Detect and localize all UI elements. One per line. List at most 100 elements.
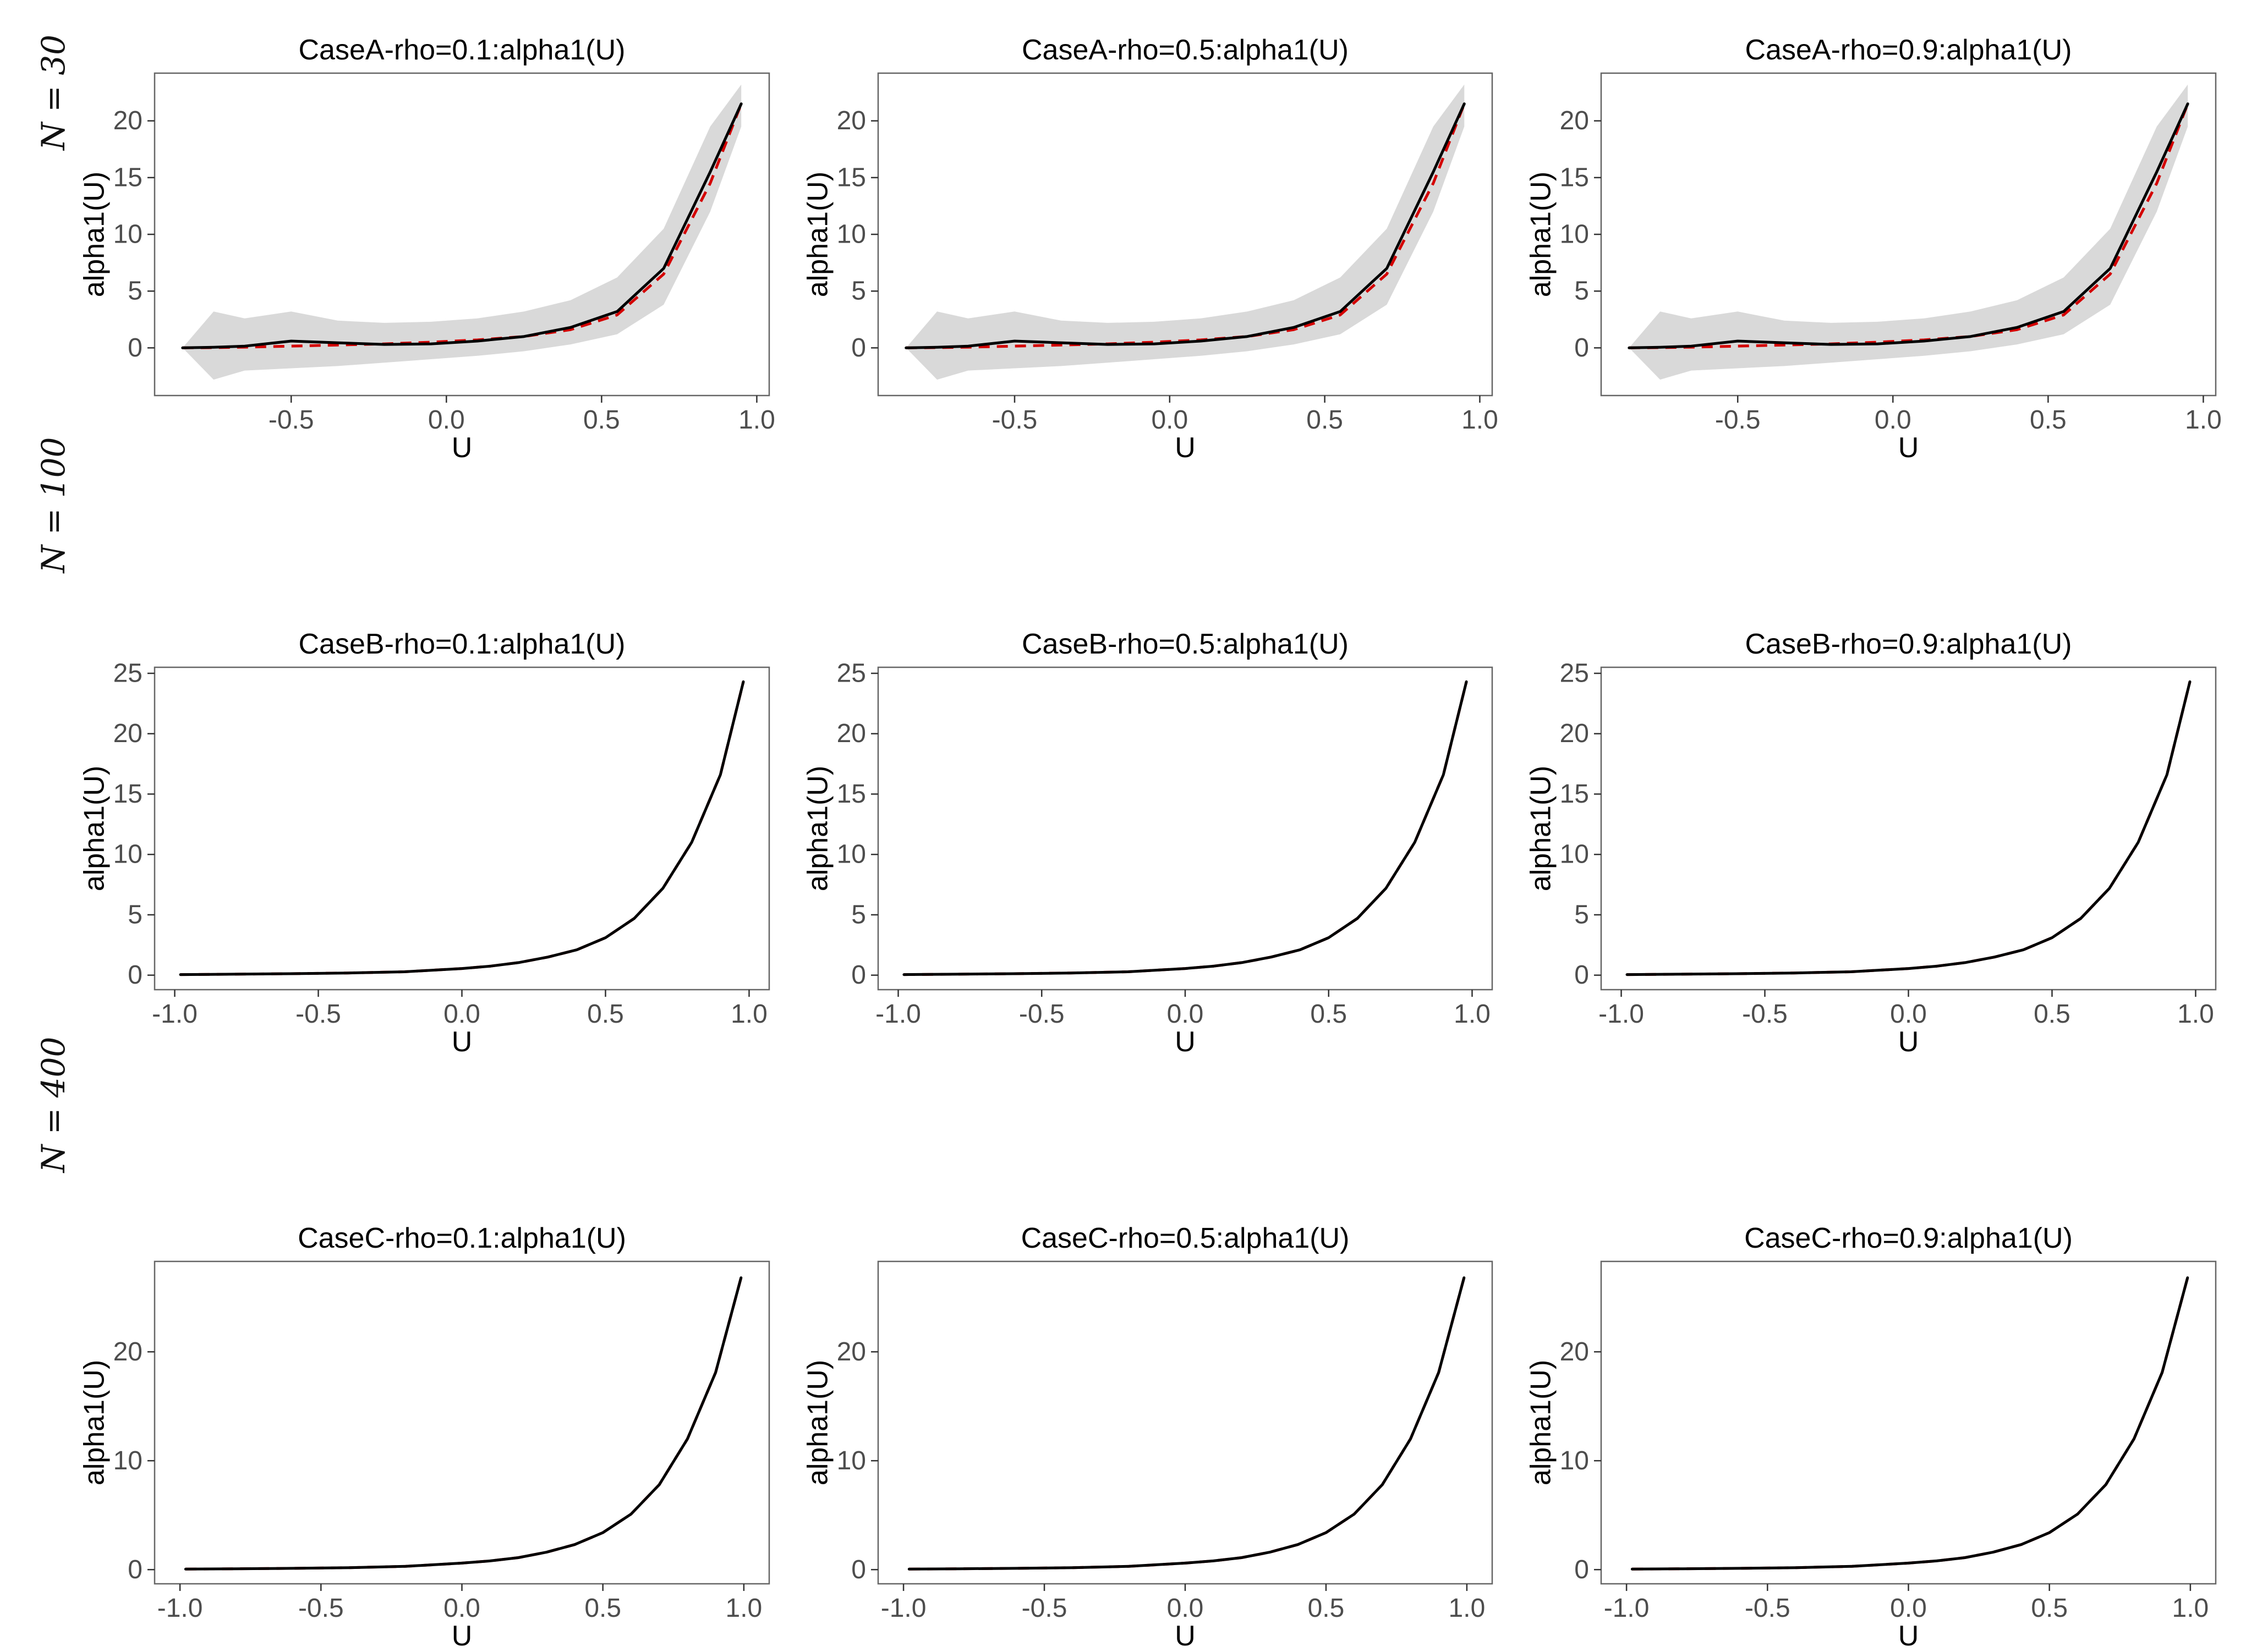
y-tick-label: 0 (128, 333, 143, 363)
panel-background (155, 1261, 769, 1584)
y-tick-label: 0 (851, 961, 866, 990)
y-tick-label: 20 (113, 1337, 143, 1366)
x-tick-label: 1.0 (2177, 1000, 2214, 1029)
x-axis-label: U (1175, 432, 1196, 464)
x-axis-label: U (1175, 1026, 1196, 1058)
x-tick-label: 0.0 (1167, 1000, 1204, 1029)
y-tick-label: 10 (113, 1446, 143, 1475)
x-tick-label: -0.5 (1022, 1594, 1067, 1623)
x-tick-label: 1.0 (726, 1594, 763, 1623)
estimate-curve-line (1630, 1276, 2189, 1571)
x-tick-label: 1.0 (1454, 1000, 1491, 1029)
y-tick-label: 0 (128, 961, 143, 990)
y-tick-label: 25 (1560, 658, 1589, 688)
y-tick-label: 20 (1560, 1337, 1589, 1366)
y-tick-label: 15 (1560, 163, 1589, 192)
y-axis-label: alpha1(U) (802, 172, 834, 297)
panel-title: CaseB-rho=0.1:alpha1(U) (299, 628, 626, 660)
x-tick-label: 0.0 (1890, 1000, 1927, 1029)
x-tick-label: -0.5 (1019, 1000, 1065, 1029)
panel-title: CaseB-rho=0.5:alpha1(U) (1022, 628, 1349, 660)
y-tick-label: 20 (113, 106, 143, 135)
x-tick-label: 0.0 (1890, 1594, 1927, 1623)
row-label-n100: N = 100 (35, 437, 72, 574)
y-tick-label: 10 (1560, 840, 1589, 869)
panel-background (878, 667, 1492, 990)
estimate-curve-line (902, 680, 1468, 976)
y-tick-label: 5 (1574, 900, 1589, 929)
panel-9: -1.0 -0.5 0.0 0.5 1.0 0 10 20 CaseC-rho=0.9:alph… (1525, 1222, 2217, 1652)
x-axis-label: U (452, 1620, 473, 1652)
y-tick-label: 15 (113, 780, 143, 809)
x-tick-label: -1.0 (157, 1594, 203, 1623)
panel-5: -1.0 -0.5 0.0 0.5 1.0 0 5 10 15 20 25 CaseB-rho=0.5… (802, 628, 1493, 1058)
y-tick-label: 0 (851, 333, 866, 363)
x-tick-label: 1.0 (1461, 405, 1498, 435)
panel-title: CaseC-rho=0.9:alpha1(U) (1744, 1222, 2073, 1254)
y-tick-label: 10 (1560, 220, 1589, 249)
estimate-curve-line (179, 680, 745, 976)
x-axis-label: U (452, 1026, 473, 1058)
y-axis-label: alpha1(U) (802, 766, 834, 891)
y-tick-label: 0 (851, 1555, 866, 1584)
x-tick-label: -1.0 (881, 1594, 927, 1623)
panel-1: -0.5 0.0 0.5 1.0 0 5 10 15 20 CaseA-rho=0.1:alpha… (79, 34, 775, 464)
y-tick-label: 5 (128, 900, 143, 929)
y-tick-label: 20 (113, 719, 143, 748)
panel-4: -1.0 -0.5 0.0 0.5 1.0 0 5 10 15 20 25 CaseB-rho=0.1… (79, 628, 770, 1058)
y-tick-label: 10 (837, 840, 866, 869)
y-axis-label: alpha1(U) (1525, 1360, 1557, 1485)
x-tick-label: -0.5 (269, 405, 314, 435)
x-axis-label: U (452, 432, 473, 464)
panel-title: CaseB-rho=0.9:alpha1(U) (1745, 628, 2072, 660)
x-tick-label: 1.0 (2172, 1594, 2209, 1623)
x-tick-label: 0.5 (2030, 405, 2067, 435)
x-axis-label: U (1898, 1620, 1919, 1652)
confidence-band (906, 84, 1465, 380)
x-tick-label: 0.5 (1310, 1000, 1347, 1029)
y-axis-label: alpha1(U) (79, 172, 111, 297)
estimate-curve-line (184, 1276, 743, 1571)
y-tick-label: 10 (113, 840, 143, 869)
x-tick-label: 0.5 (2031, 1594, 2068, 1623)
y-tick-label: 0 (1574, 1555, 1589, 1584)
x-tick-label: -0.5 (992, 405, 1038, 435)
panel-7: -1.0 -0.5 0.0 0.5 1.0 0 10 20 CaseC-rho=0.1:alph… (79, 1222, 770, 1652)
panel-background (155, 667, 769, 990)
confidence-band (182, 84, 742, 380)
x-tick-label: 0.0 (1875, 405, 1911, 435)
y-axis-label: alpha1(U) (79, 1360, 111, 1485)
y-axis-label: alpha1(U) (79, 766, 111, 891)
y-tick-label: 10 (837, 1446, 866, 1475)
y-tick-label: 5 (851, 900, 866, 929)
x-tick-label: -1.0 (1604, 1594, 1650, 1623)
panel-background (878, 1261, 1492, 1584)
panel-2: -0.5 0.0 0.5 1.0 0 5 10 15 20 CaseA-rho=0.5:alpha… (802, 34, 1498, 464)
y-tick-label: 0 (128, 1555, 143, 1584)
x-tick-label: -0.5 (1745, 1594, 1790, 1623)
x-tick-label: 0.0 (443, 1594, 480, 1623)
y-tick-label: 25 (837, 658, 866, 688)
x-tick-label: 1.0 (2185, 405, 2222, 435)
x-tick-label: -1.0 (875, 1000, 921, 1029)
x-tick-label: -0.5 (1715, 405, 1761, 435)
x-tick-label: 0.5 (583, 405, 620, 435)
y-tick-label: 15 (1560, 780, 1589, 809)
x-tick-label: 1.0 (738, 405, 775, 435)
panel-8: -1.0 -0.5 0.0 0.5 1.0 0 10 20 CaseC-rho=0.5:alph… (802, 1222, 1493, 1652)
panel-title: CaseA-rho=0.1:alpha1(U) (299, 34, 626, 66)
panel-title: CaseC-rho=0.1:alpha1(U) (298, 1222, 626, 1254)
panel-title: CaseA-rho=0.5:alpha1(U) (1022, 34, 1349, 66)
x-tick-label: 0.0 (1151, 405, 1188, 435)
x-tick-label: 0.5 (2034, 1000, 2070, 1029)
y-tick-label: 20 (837, 719, 866, 748)
panel-3: -0.5 0.0 0.5 1.0 0 5 10 15 20 CaseA-rho=0.9:alpha… (1525, 34, 2222, 464)
estimate-curve-line (905, 102, 1466, 349)
panel-6: -1.0 -0.5 0.0 0.5 1.0 0 5 10 15 20 25 CaseB-rho=0.9… (1525, 628, 2217, 1058)
x-tick-label: 0.0 (428, 405, 465, 435)
y-tick-label: 25 (113, 658, 143, 688)
y-tick-label: 20 (837, 106, 866, 135)
panel-background (1601, 667, 2216, 990)
y-tick-label: 15 (837, 780, 866, 809)
